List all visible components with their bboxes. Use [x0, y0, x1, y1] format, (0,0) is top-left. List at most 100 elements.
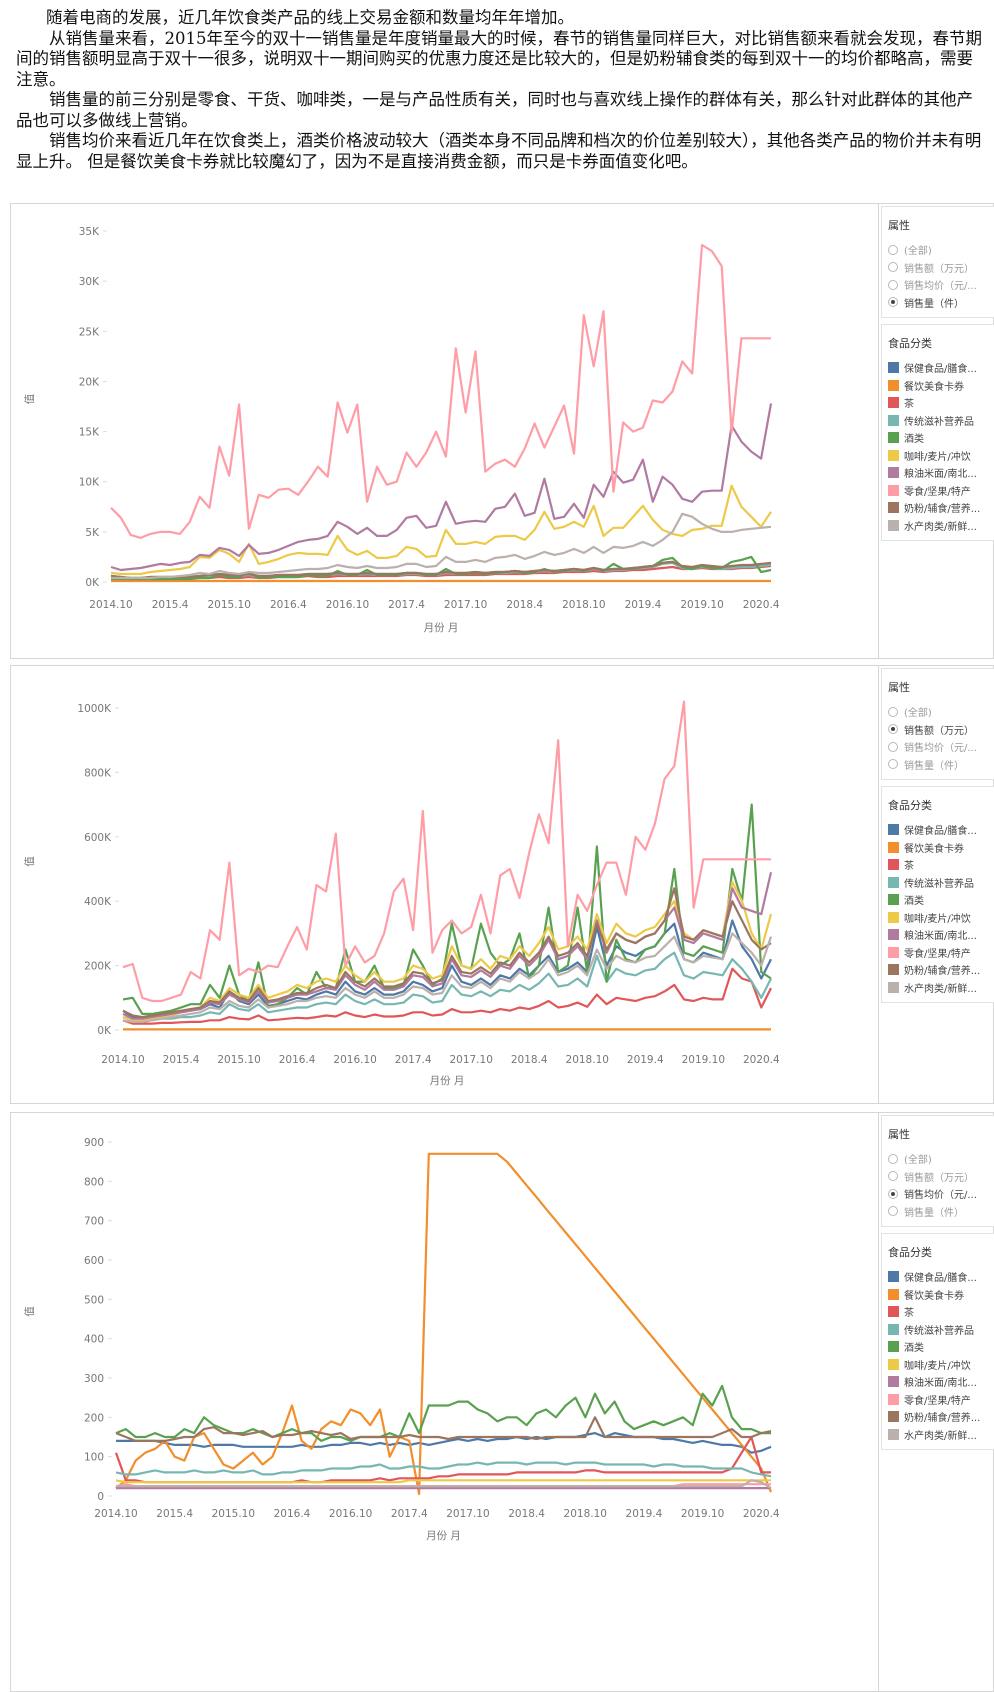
- legend-item[interactable]: 保健食品/膳食...: [888, 1268, 990, 1286]
- y-tick-label: 900: [84, 1137, 104, 1149]
- radio-icon[interactable]: [888, 1206, 898, 1217]
- filter-option[interactable]: 销售量（件）: [888, 1203, 990, 1221]
- filter-option-label: (全部): [904, 246, 932, 258]
- legend-item[interactable]: 奶粉/辅食/营养...: [888, 961, 990, 979]
- legend-swatch: [888, 911, 899, 923]
- legend-item[interactable]: 传统滋补营养品: [888, 874, 990, 892]
- series-line: [122, 967, 772, 1025]
- legend-item[interactable]: 咖啡/麦片/冲饮: [888, 909, 990, 927]
- filter-option-label: (全部): [904, 1155, 932, 1167]
- legend-item[interactable]: 餐饮美食卡券: [888, 839, 990, 857]
- x-tick-label: 2014.10: [89, 599, 132, 611]
- x-tick-label: 2017.4: [395, 1054, 432, 1066]
- intro-text: 随着电商的发展，近几年饮食类产品的线上交易金额和数量均年年增加。 从销售量来看，…: [16, 8, 982, 172]
- x-tick-label: 2019.4: [626, 1508, 663, 1520]
- legend-swatch: [888, 1323, 899, 1335]
- y-tick-label: 400K: [84, 896, 112, 908]
- legend-item[interactable]: 零食/坚果/特产: [888, 482, 990, 500]
- legend-swatch: [888, 841, 899, 853]
- filter-option[interactable]: (全部): [888, 703, 990, 721]
- series-line: [122, 700, 771, 1003]
- legend-swatch: [888, 876, 899, 888]
- legend-item[interactable]: 保健食品/膳食...: [888, 821, 990, 839]
- legend-label: 咖啡/麦片/冲饮: [904, 451, 971, 463]
- legend-item[interactable]: 茶: [888, 856, 990, 874]
- filter-option[interactable]: 销售量（件）: [888, 294, 990, 312]
- filter-option[interactable]: 销售额（万元）: [888, 1168, 990, 1186]
- legend-item[interactable]: 零食/坚果/特产: [888, 1391, 990, 1409]
- x-tick-label: 2014.10: [101, 1054, 144, 1066]
- radio-icon[interactable]: [888, 1188, 898, 1199]
- legend-item[interactable]: 咖啡/麦片/冲饮: [888, 447, 990, 465]
- legend-item[interactable]: 餐饮美食卡券: [888, 1286, 990, 1304]
- legend-label: 零食/坚果/特产: [904, 1395, 971, 1407]
- x-tick-label: 2015.4: [152, 599, 189, 611]
- attribute-filter: 属性 (全部) 销售额（万元） 销售均价（元/... 销售量（件）: [881, 206, 994, 318]
- legend-item[interactable]: 茶: [888, 394, 990, 412]
- legend-item[interactable]: 酒类: [888, 429, 990, 447]
- filter-option-label: 销售量（件）: [904, 760, 964, 772]
- chart-area: 0K 200K 400K 600K 800K 1000K 2014.10 2015.4 2015…: [11, 666, 879, 1103]
- legend-title: 食品分类: [888, 799, 932, 812]
- x-tick-label: 2016.10: [329, 1508, 372, 1520]
- legend-swatch: [888, 859, 899, 871]
- x-tick-label: 2020.4: [743, 599, 780, 611]
- radio-icon[interactable]: [888, 262, 898, 273]
- filter-option[interactable]: 销售量（件）: [888, 756, 990, 774]
- legend-item[interactable]: 水产肉类/新鲜...: [888, 979, 990, 997]
- legend-item[interactable]: 奶粉/辅食/营养...: [888, 1408, 990, 1426]
- y-tick-label: 1000K: [77, 703, 112, 715]
- legend-item[interactable]: 传统滋补营养品: [888, 412, 990, 430]
- radio-icon[interactable]: [888, 244, 898, 255]
- avg-price-panel: 0 100 200 300 400 500 600 700 800 900 2014.10 2015.…: [10, 1112, 994, 1692]
- series-line: [115, 1461, 772, 1478]
- legend-item[interactable]: 粮油米面/南北...: [888, 926, 990, 944]
- legend-item[interactable]: 粮油米面/南北...: [888, 464, 990, 482]
- legend-label: 奶粉/辅食/营养...: [904, 504, 981, 516]
- filter-option[interactable]: 销售额（万元）: [888, 721, 990, 739]
- legend-item[interactable]: 水产肉类/新鲜...: [888, 517, 990, 535]
- side-panel: 属性 (全部) 销售额（万元） 销售均价（元/... 销售量（件） 食品分类 保健食品/膳食…: [881, 666, 994, 1009]
- legend-label: 水产肉类/新鲜...: [904, 521, 977, 533]
- legend-item[interactable]: 水产肉类/新鲜...: [888, 1426, 990, 1444]
- y-tick-label: 200: [84, 1412, 104, 1424]
- filter-option[interactable]: (全部): [888, 1150, 990, 1168]
- series-line: [116, 1432, 772, 1454]
- radio-icon[interactable]: [888, 724, 898, 735]
- radio-icon[interactable]: [888, 706, 898, 717]
- legend-item[interactable]: 餐饮美食卡券: [888, 377, 990, 395]
- legend-swatch: [888, 964, 899, 976]
- filter-option[interactable]: 销售均价（元/...: [888, 1185, 990, 1203]
- legend-item[interactable]: 茶: [888, 1303, 990, 1321]
- radio-icon[interactable]: [888, 1153, 898, 1164]
- legend-item[interactable]: 零食/坚果/特产: [888, 944, 990, 962]
- series-line: [122, 951, 772, 1022]
- filter-option[interactable]: (全部): [888, 241, 990, 259]
- radio-icon[interactable]: [888, 279, 898, 290]
- legend-item[interactable]: 传统滋补营养品: [888, 1321, 990, 1339]
- legend-item[interactable]: 奶粉/辅食/营养...: [888, 499, 990, 517]
- y-axis-title: 值: [23, 1306, 36, 1317]
- x-tick-label: 2016.4: [270, 599, 307, 611]
- legend-item[interactable]: 保健食品/膳食...: [888, 359, 990, 377]
- category-legend: 食品分类保健食品/膳食... 餐饮美食卡券茶传统滋补营养品 酒类 咖啡/麦片/冲饮 粮油…: [881, 786, 994, 1003]
- legend-label: 酒类: [904, 1343, 924, 1355]
- radio-icon[interactable]: [888, 759, 898, 770]
- series-line: [115, 1479, 771, 1484]
- legend-item[interactable]: 粮油米面/南北...: [888, 1373, 990, 1391]
- legend-item[interactable]: 酒类: [888, 891, 990, 909]
- radio-icon[interactable]: [888, 741, 898, 752]
- filter-option[interactable]: 销售额（万元）: [888, 259, 990, 277]
- filter-option[interactable]: 销售均价（元/...: [888, 738, 990, 756]
- filter-option-label: 销售量（件）: [904, 298, 964, 310]
- filter-option-label: 销售额（万元）: [904, 1172, 974, 1184]
- filter-option[interactable]: 销售均价（元/...: [888, 276, 990, 294]
- radio-icon[interactable]: [888, 297, 898, 308]
- chart-area: 0K 5K 10K 15K 20K 25K 30K 35K 2014.10 2015.4 2015.…: [11, 204, 879, 658]
- legend-item[interactable]: 咖啡/麦片/冲饮: [888, 1356, 990, 1374]
- filter-option-label: 销售额（万元）: [904, 263, 974, 275]
- attribute-filter: 属性 (全部) 销售额（万元） 销售均价（元/... 销售量（件）: [881, 668, 994, 780]
- radio-icon[interactable]: [888, 1171, 898, 1182]
- x-tick-label: 2019.10: [681, 1508, 724, 1520]
- legend-item[interactable]: 酒类: [888, 1338, 990, 1356]
